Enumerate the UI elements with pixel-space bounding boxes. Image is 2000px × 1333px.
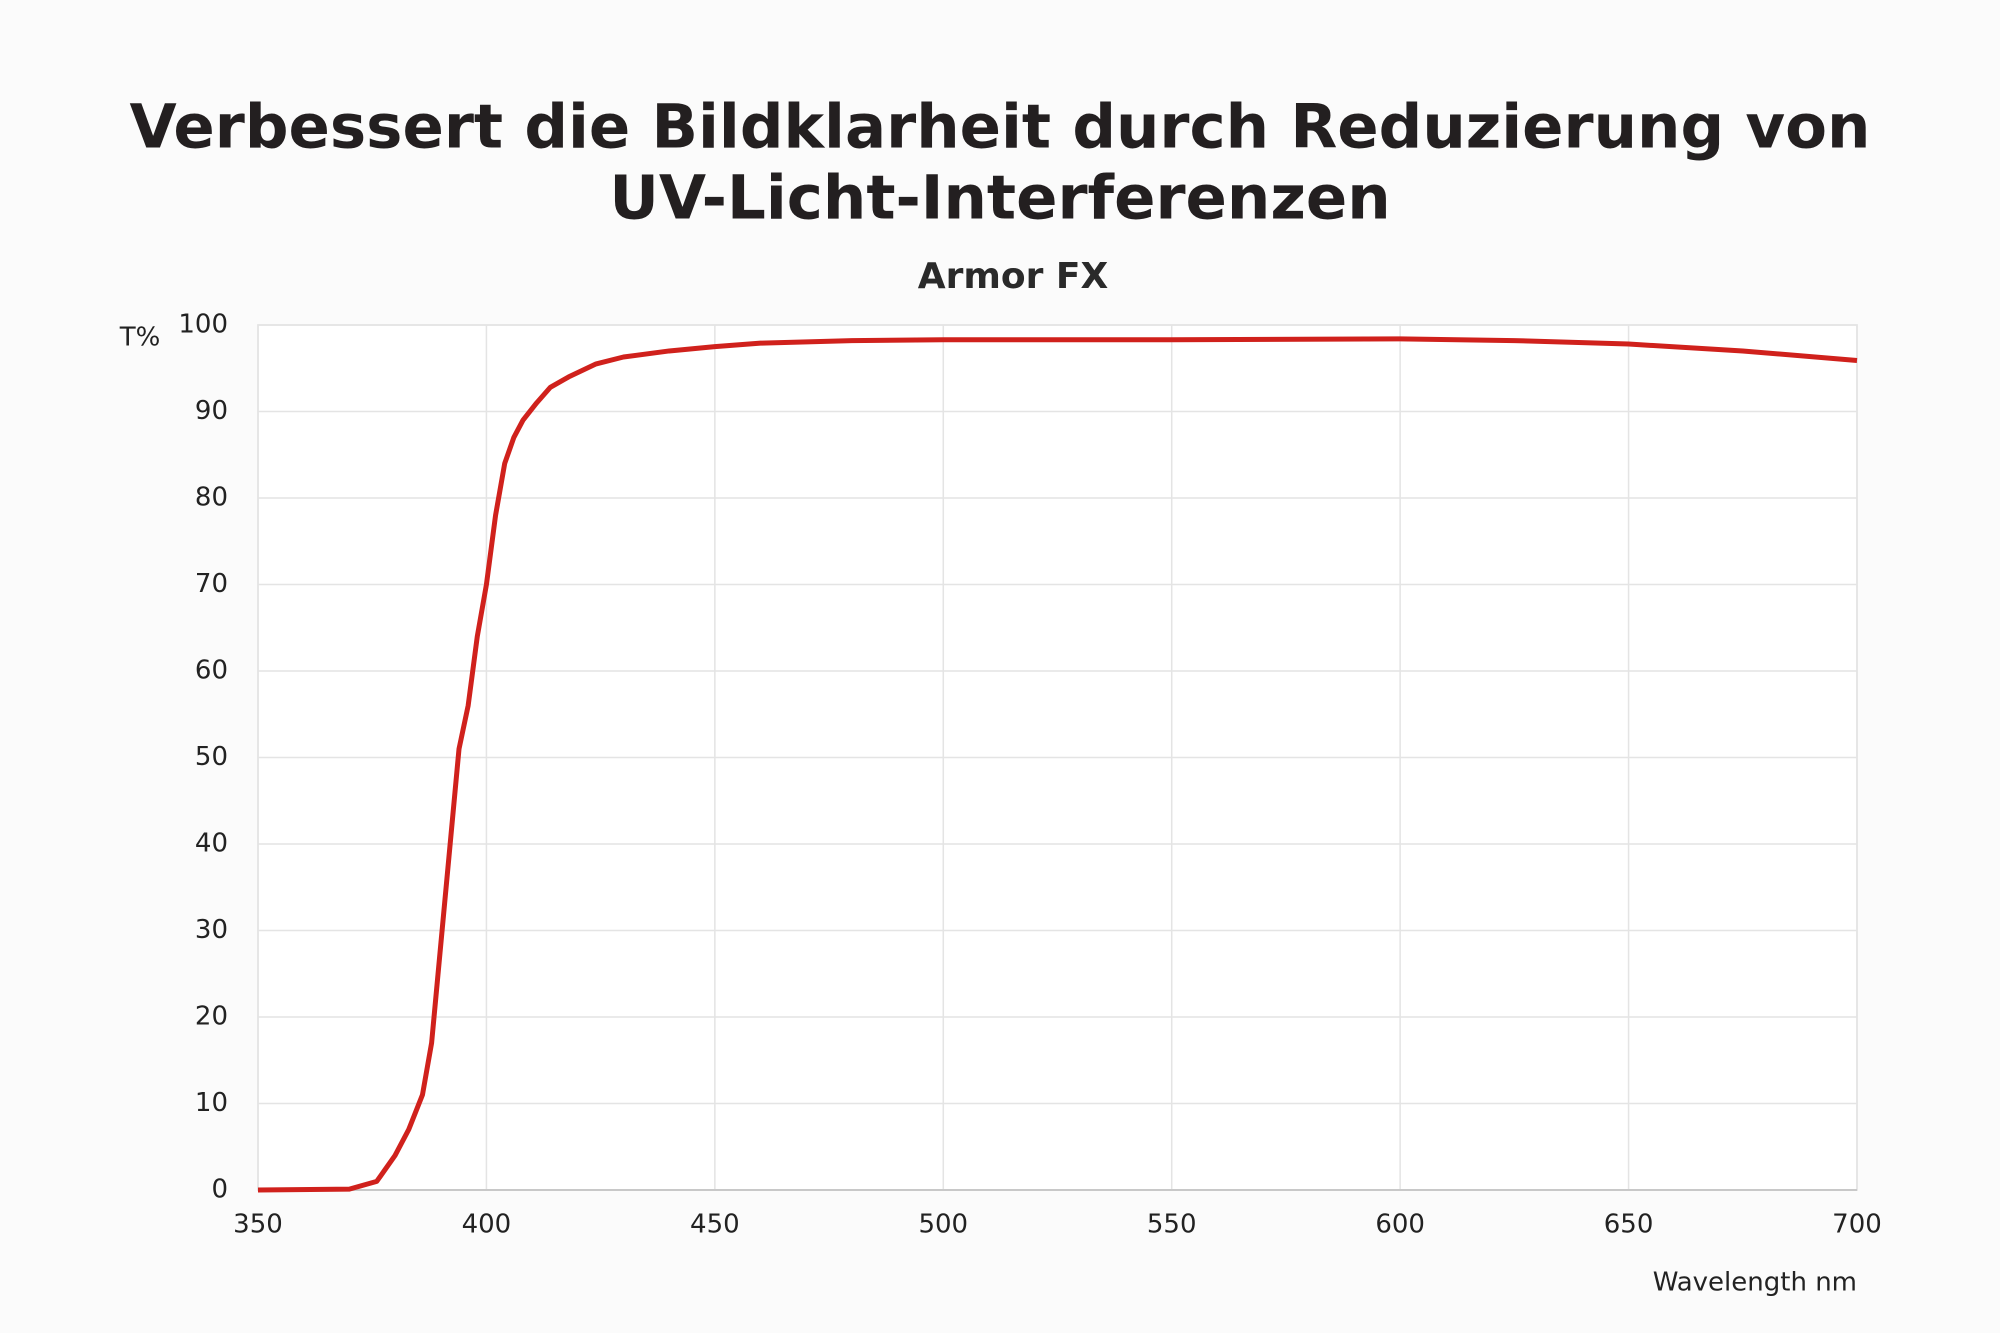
y-tick-label: 90 (195, 396, 228, 426)
x-tick-label: 450 (690, 1210, 740, 1240)
y-tick-label: 10 (195, 1088, 228, 1118)
y-tick-label: 30 (195, 915, 228, 945)
y-tick-label: 40 (195, 829, 228, 859)
x-tick-label: 400 (462, 1210, 512, 1240)
x-axis-label: Wavelength nm (1653, 1268, 1857, 1298)
data-line (257, 336, 1858, 1193)
x-tick-label: 500 (918, 1210, 968, 1240)
chart-title-line1: Verbessert die Bildklarheit durch Reduzi… (130, 92, 1871, 163)
x-tick-label: 700 (1832, 1210, 1882, 1240)
y-axis-label: T% (119, 323, 161, 353)
y-tick-label: 0 (211, 1175, 228, 1205)
x-tick-label: 650 (1604, 1210, 1654, 1240)
y-tick-label: 80 (195, 483, 228, 513)
y-tick-label: 50 (195, 742, 228, 772)
x-tick-label: 350 (233, 1210, 283, 1240)
y-tick-label: 60 (195, 656, 228, 686)
y-tick-label: 100 (178, 310, 228, 340)
y-tick-label: 20 (195, 1002, 228, 1032)
x-tick-label: 600 (1375, 1210, 1425, 1240)
y-tick-label: 70 (195, 569, 228, 599)
chart-title-line2: UV-Licht-Interferenzen (609, 163, 1390, 234)
chart-subtitle: Armor FX (918, 256, 1109, 297)
x-tick-label: 550 (1147, 1210, 1197, 1240)
